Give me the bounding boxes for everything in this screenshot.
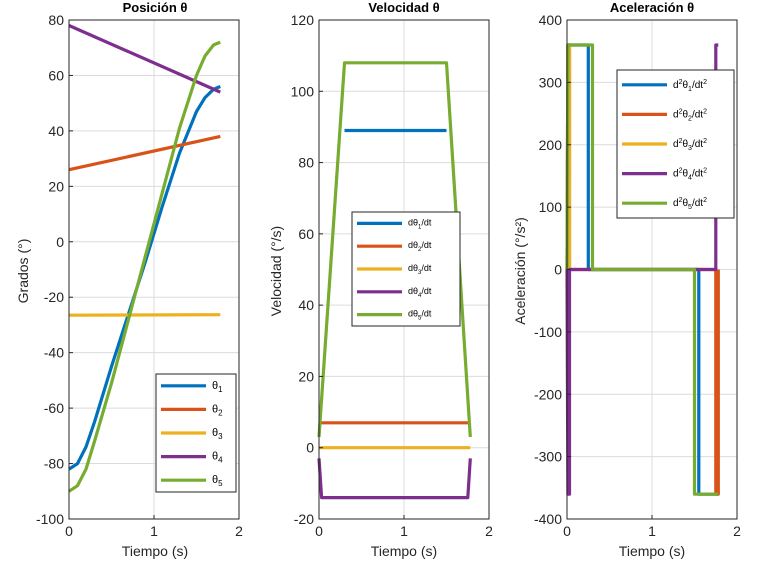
acceleration-y-tick-label: -300 xyxy=(534,449,562,465)
position-y-tick-label: -60 xyxy=(44,400,64,416)
position-legend-label: θ3 xyxy=(212,427,223,441)
position-ticks: 0 1 2 -100 -80 -60 -40 -20 0 20 40 60 80 xyxy=(36,12,243,539)
velocity-y-axis-label: Velocidad (°/s) xyxy=(268,226,284,316)
acceleration-series-line-5 xyxy=(565,43,719,496)
position-title: Posición θ xyxy=(123,0,188,15)
position-y-tick-label: -40 xyxy=(44,345,64,361)
position-y-axis-label: Grados (°) xyxy=(15,239,31,304)
position-x-tick-label: 1 xyxy=(150,523,158,539)
velocity-x-axis-label: Tiempo (s) xyxy=(371,543,437,559)
position-y-tick-label: 80 xyxy=(48,12,64,28)
position-series xyxy=(68,24,221,493)
position-legend-label: θ5 xyxy=(212,474,223,488)
velocity-series-line-4 xyxy=(317,458,472,500)
acceleration-title: Aceleración θ xyxy=(610,0,694,15)
acceleration-legend-label: d2θ2/dt2 xyxy=(673,108,707,122)
position-legend: θ1 θ2 θ3 θ4 θ5 xyxy=(155,373,237,493)
position-x-tick-label: 0 xyxy=(65,523,73,539)
velocity-legend-label: dθ5/dt xyxy=(408,309,432,322)
acceleration-legend: d2θ1/dt2 d2θ2/dt2 d2θ3/dt2 d2θ4/dt2 d2θ5/dt2 xyxy=(616,69,735,219)
acceleration-ticks: 0 1 2 -400 -300 -200 -100 0 100 200 300 400 xyxy=(534,12,741,539)
acceleration-x-axis-label: Tiempo (s) xyxy=(619,543,685,559)
velocity-y-tick-label: 40 xyxy=(298,297,314,313)
velocity-y-tick-label: 120 xyxy=(291,12,315,28)
position-y-tick-label: -20 xyxy=(44,289,64,305)
acceleration-legend-label: d2θ1/dt2 xyxy=(673,79,707,93)
acceleration-y-tick-label: 400 xyxy=(539,12,563,28)
velocity-legend-label: dθ2/dt xyxy=(408,240,432,253)
position-x-tick-label: 2 xyxy=(235,523,243,539)
velocity-legend-label: dθ4/dt xyxy=(408,286,432,299)
velocity-legend-label: dθ1/dt xyxy=(408,217,432,230)
velocity-y-tick-label: 20 xyxy=(298,368,314,384)
acceleration-y-tick-label: -200 xyxy=(534,386,562,402)
position-legend-label: θ4 xyxy=(212,451,223,465)
velocity-y-tick-label: 100 xyxy=(291,83,315,99)
position-legend-label: θ1 xyxy=(212,380,223,394)
velocity-legend-label: dθ3/dt xyxy=(408,263,432,276)
position-y-tick-label: 20 xyxy=(48,178,64,194)
acceleration-y-axis-label: Aceleración (°/s²) xyxy=(512,217,528,325)
position-x-axis-label: Tiempo (s) xyxy=(122,543,188,559)
acceleration-x-tick-label: 2 xyxy=(733,523,741,539)
chart-acceleration: 0 1 2 -400 -300 -200 -100 0 100 200 300 400 Acelera… xyxy=(512,0,741,559)
acceleration-legend-label: d2θ3/dt2 xyxy=(673,138,707,152)
acceleration-x-tick-label: 0 xyxy=(563,523,571,539)
acceleration-x-tick-label: 1 xyxy=(648,523,656,539)
acceleration-legend-label: d2θ5/dt2 xyxy=(673,197,707,211)
position-y-tick-label: -80 xyxy=(44,456,64,472)
acceleration-legend-label: d2θ4/dt2 xyxy=(673,168,707,182)
position-series-line-2 xyxy=(68,134,221,172)
acceleration-y-tick-label: 0 xyxy=(554,262,562,278)
velocity-y-tick-label: 80 xyxy=(298,155,314,171)
velocity-x-tick-label: 1 xyxy=(400,523,408,539)
position-series-line-5 xyxy=(68,40,221,493)
acceleration-y-tick-label: 300 xyxy=(539,74,563,90)
position-legend-label: θ2 xyxy=(212,403,223,417)
acceleration-y-tick-label: 200 xyxy=(539,137,563,153)
velocity-y-tick-label: 60 xyxy=(298,226,314,242)
velocity-title: Velocidad θ xyxy=(368,0,439,15)
position-y-tick-label: 40 xyxy=(48,123,64,139)
velocity-x-tick-label: 2 xyxy=(485,523,493,539)
velocity-legend: dθ1/dt dθ2/dt dθ3/dt dθ4/dt dθ5/dt xyxy=(351,211,461,327)
acceleration-y-tick-label: -100 xyxy=(534,324,562,340)
position-y-tick-label: 0 xyxy=(56,234,64,250)
velocity-y-tick-label: 0 xyxy=(306,440,314,456)
position-y-tick-label: 60 xyxy=(48,67,64,83)
acceleration-y-tick-label: 100 xyxy=(539,199,563,215)
position-y-tick-label: -100 xyxy=(36,511,64,527)
position-series-line-3 xyxy=(68,313,221,317)
velocity-y-tick-label: -20 xyxy=(294,511,314,527)
acceleration-y-tick-label: -400 xyxy=(534,511,562,527)
velocity-x-tick-label: 0 xyxy=(315,523,323,539)
